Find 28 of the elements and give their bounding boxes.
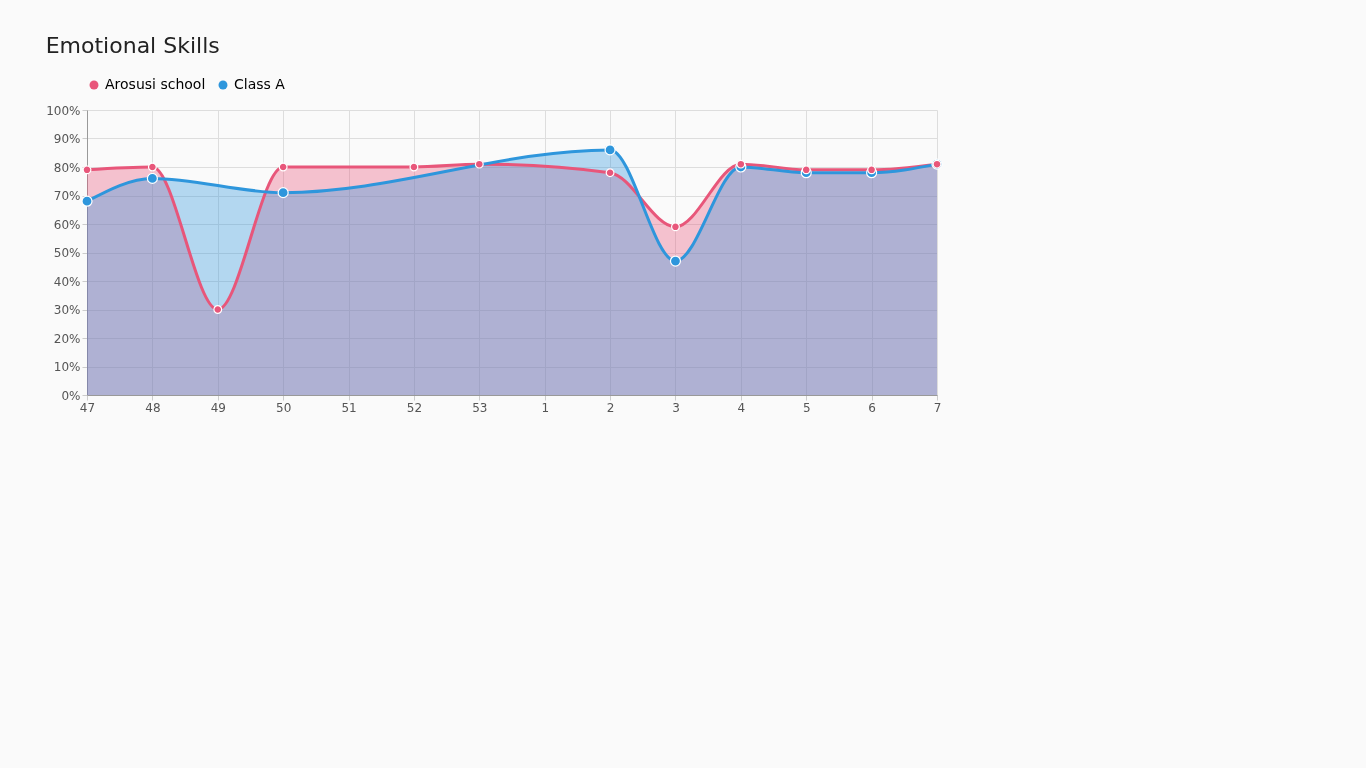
x-tick-label: 5 [802,400,811,415]
x-tick-label: 48 [145,400,161,415]
y-tick-label: 90% [53,132,81,146]
x-tick-label: 6 [868,400,876,415]
x-tick-label: 50 [276,400,292,415]
chart-title: Emotional Skills [45,33,220,58]
x-tick-label: 4 [737,400,746,415]
y-tick-label: 70% [53,189,81,203]
x-tick-label: 51 [341,400,357,415]
y-tick-label: 100% [46,103,81,118]
y-tick-label: 20% [53,331,81,346]
x-tick-label: 2 [606,400,615,415]
y-tick-label: 0% [61,388,81,403]
x-tick-label: 3 [672,400,680,415]
y-tick-label: 10% [53,360,81,374]
x-tick-label: 52 [406,400,423,415]
y-tick-label: 50% [53,246,81,260]
y-tick-label: 60% [53,217,81,232]
y-tick-label: 30% [53,303,81,317]
x-tick-label: 49 [210,400,226,415]
x-tick-label: 47 [79,400,96,415]
x-tick-label: 1 [541,400,550,415]
legend-label: Arosusi school [105,76,206,92]
legend-label: Class A [234,76,286,92]
y-tick-label: 80% [53,160,81,175]
y-tick-label: 40% [53,274,81,289]
x-tick-label: 53 [472,400,488,415]
x-tick-label: 7 [933,400,942,415]
